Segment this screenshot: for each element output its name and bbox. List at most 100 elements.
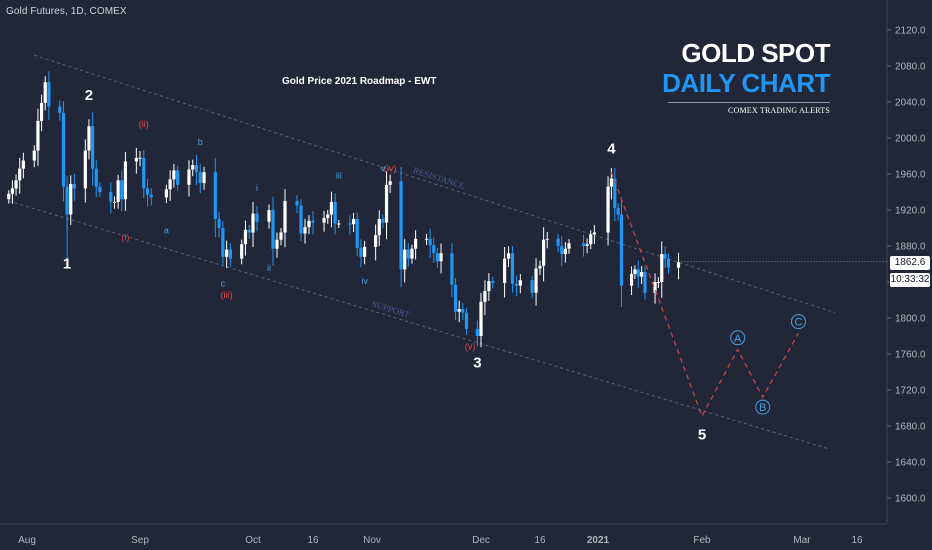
resistance-label: RESISTANCE — [412, 165, 467, 191]
candle-body — [545, 238, 549, 240]
candle-body — [589, 234, 593, 245]
wave-label-4: 4 — [607, 140, 616, 157]
projection-label-C: C — [794, 317, 802, 329]
candle-body — [225, 249, 229, 257]
support-trendline — [8, 200, 828, 449]
candle-body — [424, 238, 429, 240]
x-tick-label: Aug — [18, 535, 36, 546]
y-tick-label: 1680.0 — [895, 422, 926, 433]
chart-title: Gold Price 2021 Roadmap - EWT — [282, 76, 437, 87]
candle-body — [663, 254, 667, 259]
candle-body — [98, 186, 102, 192]
candle-body — [14, 180, 18, 189]
candle-body — [329, 201, 334, 215]
y-tick-label: 1920.0 — [895, 206, 926, 217]
projection-label-A: A — [734, 333, 742, 345]
wave-label-v: v — [381, 163, 386, 173]
candle-body — [243, 229, 248, 245]
candle-body — [359, 247, 363, 257]
y-tick-label: 2120.0 — [895, 26, 926, 37]
wave-label-i: (i) — [121, 233, 129, 243]
projection-circle-A — [730, 330, 746, 346]
candle-body — [613, 178, 617, 209]
brand-caption: COMEX TRADING ALERTS — [727, 106, 830, 115]
candle-body — [47, 82, 51, 107]
candle-body — [279, 232, 283, 240]
candle-body — [510, 253, 515, 284]
wave-label-5: 5 — [698, 427, 706, 444]
projection-circle-B — [755, 399, 771, 415]
x-tick-label: 2021 — [587, 535, 610, 546]
wave-label-ii: ii — [267, 263, 271, 273]
candle-body — [307, 220, 311, 228]
candle-body — [187, 169, 191, 185]
candle-body — [585, 244, 589, 246]
x-tick-label: Oct — [245, 535, 261, 546]
candle-body — [435, 253, 439, 262]
candle-body — [255, 213, 259, 222]
candle-body — [518, 280, 522, 286]
x-tick-label: 16 — [307, 535, 319, 546]
brand-subtitle: DAILY CHART — [662, 68, 830, 98]
candle-body — [337, 223, 341, 225]
brand-block: GOLD SPOT DAILY CHART COMEX TRADING ALER… — [662, 38, 830, 115]
candle-body — [616, 208, 620, 215]
wave-label-v: (v) — [465, 342, 476, 352]
candle-body — [247, 229, 251, 233]
candle-body — [194, 165, 199, 173]
candle-body — [363, 246, 367, 257]
candle-body — [311, 220, 315, 223]
y-tick-label: 1800.0 — [895, 314, 926, 325]
candle-body — [560, 246, 564, 255]
projection-path — [610, 171, 799, 418]
candle-body — [333, 201, 337, 224]
candle-body — [7, 193, 11, 200]
x-tick-label: Mar — [793, 535, 811, 546]
x-tick-label: Nov — [363, 535, 381, 546]
candle-body — [653, 282, 657, 293]
candle-body — [479, 301, 483, 336]
candle-body — [406, 249, 410, 259]
candle-body — [123, 161, 128, 200]
candle-body — [10, 188, 15, 194]
projection-label-B: B — [759, 402, 766, 414]
candle-body — [461, 309, 465, 313]
candle-body — [374, 235, 378, 247]
candle-body — [322, 218, 326, 223]
wave-label-iv: iv — [361, 276, 368, 286]
candle-body — [453, 284, 458, 312]
candle-body — [450, 253, 454, 285]
candle-body — [432, 245, 436, 254]
candle-body — [676, 262, 681, 268]
candle-body — [457, 309, 461, 312]
resistance-trendline — [34, 54, 836, 314]
candle-body — [58, 106, 62, 113]
candle-body — [629, 273, 634, 286]
candle-body — [267, 210, 271, 222]
candle-body — [384, 184, 389, 223]
candle-body — [348, 223, 352, 225]
candle-body — [303, 227, 307, 234]
candle-body — [164, 189, 168, 198]
countdown-tag: 10:33:32 — [890, 273, 930, 287]
wave-label-a: a — [164, 225, 169, 235]
wave-label-ii: (ii) — [139, 119, 149, 129]
candle-body — [403, 249, 407, 270]
candle-body — [355, 219, 359, 248]
candle-body — [149, 194, 153, 198]
candle-body — [351, 219, 356, 225]
candle-body — [65, 186, 69, 215]
support-label: SUPPORT — [371, 299, 412, 320]
candle-body — [464, 312, 469, 329]
candle-body — [172, 170, 176, 180]
candle-body — [666, 258, 671, 268]
candle-body — [72, 183, 76, 189]
y-tick-label: 2080.0 — [895, 62, 926, 73]
y-tick-label: 1960.0 — [895, 170, 926, 181]
candle-body — [142, 157, 146, 189]
candle-body — [251, 213, 255, 233]
wave-label-i: i — [256, 183, 258, 193]
